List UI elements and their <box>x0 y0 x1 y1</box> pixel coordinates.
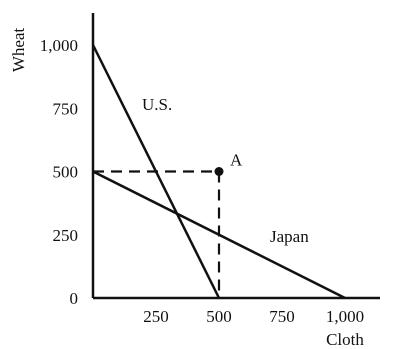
y-tick-label: 250 <box>53 226 79 245</box>
y-tick-label: 750 <box>53 99 79 118</box>
y-axis-label: Wheat <box>9 28 28 73</box>
series-line-us <box>91 44 221 299</box>
y-tick-label: 500 <box>53 163 79 182</box>
series-line-japan <box>92 170 346 300</box>
series-label-us: U.S. <box>142 95 172 114</box>
x-axis-label: Cloth <box>326 330 364 349</box>
axes <box>91 13 380 300</box>
series-label-japan: Japan <box>270 227 309 246</box>
guide-lines <box>93 167 224 298</box>
x-tick-label: 750 <box>269 307 295 326</box>
labels: Wheat Cloth U.S. Japan A <box>9 28 364 349</box>
y-tick-label: 1,000 <box>40 36 78 55</box>
x-tick-label: 250 <box>143 307 169 326</box>
series-lines <box>91 44 346 300</box>
tick-labels: 0 250 500 750 1,000 250 500 750 1,000 <box>40 36 364 326</box>
x-tick-label: 500 <box>206 307 232 326</box>
x-tick-label: 1,000 <box>326 307 364 326</box>
point-label: A <box>230 151 243 170</box>
point-marker <box>214 167 224 176</box>
y-tick-label: 0 <box>70 289 79 308</box>
